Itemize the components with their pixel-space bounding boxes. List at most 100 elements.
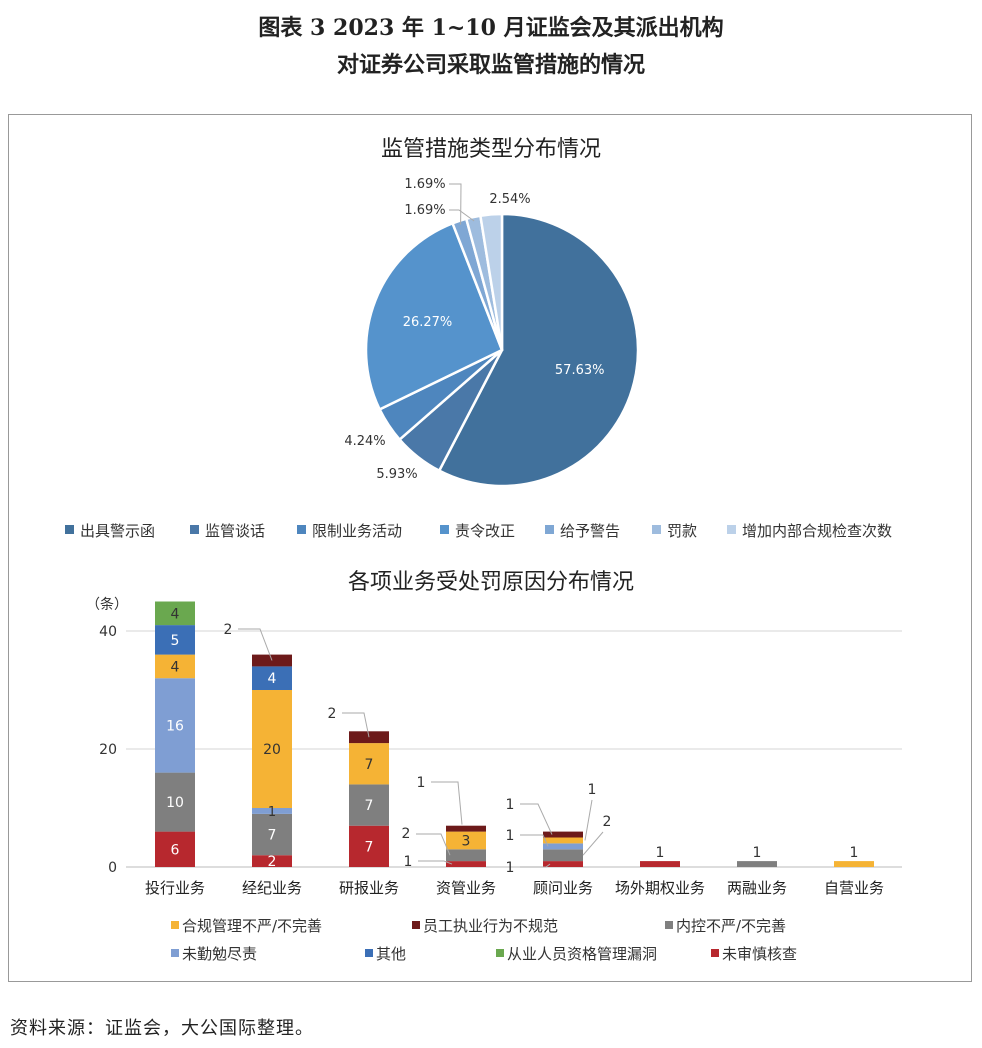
pie-leader-2	[449, 209, 475, 222]
bar-value-5-2: 2	[603, 814, 612, 830]
pie-legend-swatch-2	[190, 525, 199, 534]
bar-segment-5-4	[543, 837, 583, 844]
chart-frame	[8, 114, 972, 982]
pie-legend-label-6: 罚款	[667, 522, 697, 540]
bar-value-1-5: 5	[171, 633, 180, 649]
pie-legend-label-4: 责令改正	[455, 522, 515, 540]
bar-value-6-1: 1	[656, 845, 665, 861]
bar-value-2-7: 2	[224, 622, 233, 638]
bar-legend-label-2: 员工执业行为不规范	[423, 917, 558, 935]
bar-segment-4-1	[446, 861, 486, 867]
bar-legend-swatch-5	[365, 949, 373, 957]
bar-segment-1-5	[155, 625, 195, 655]
bar-legend-label-1: 合规管理不严/不完善	[182, 917, 322, 935]
bar-leader-5-1	[520, 863, 551, 868]
bar-segment-1-6	[155, 601, 195, 626]
pie-legend-label-7: 增加内部合规检查次数	[742, 522, 892, 540]
bar-segment-5-7	[543, 831, 583, 838]
bar-leader-5-2	[582, 831, 604, 856]
x-tick-1: 投行业务	[145, 879, 205, 897]
bar-value-5-4: 1	[588, 782, 597, 798]
y-tick-0: 0	[108, 860, 117, 876]
pie-slice-7	[478, 212, 504, 351]
bar-legend-swatch-3	[665, 921, 673, 929]
pie-legend-swatch-5	[545, 525, 554, 534]
bar-legend-label-4: 未勤勉尽责	[182, 945, 257, 963]
bar-value-1-3: 16	[166, 718, 184, 734]
bar-segment-2-2	[252, 813, 292, 856]
x-tick-8: 自营业务	[824, 879, 884, 897]
bar-value-1-6: 4	[171, 606, 180, 622]
bar-segment-6-1	[640, 861, 680, 867]
bar-value-8-4: 1	[850, 845, 859, 861]
pie-label-1: 57.63%	[555, 363, 605, 378]
bar-value-2-2: 7	[268, 828, 277, 844]
bar-value-4-4: 3	[462, 833, 471, 849]
bar-value-5-1: 1	[506, 860, 515, 876]
bar-value-1-2: 10	[166, 795, 184, 811]
bar-segment-3-4	[349, 743, 389, 785]
bar-legend-swatch-6	[496, 949, 504, 957]
pie-slice-1	[437, 212, 640, 488]
bar-value-2-5: 4	[268, 671, 277, 687]
bar-leader-2-7	[238, 628, 273, 661]
figure-title-line1: 图表 3 2023 年 1~10 月证监会及其派出机构	[258, 15, 724, 41]
pie-label-2: 5.93%	[376, 467, 417, 482]
pie-legend-swatch-3	[297, 525, 306, 534]
pie-legend-label-5: 给予警告	[560, 522, 620, 540]
bar-legend-label-5: 其他	[376, 945, 406, 963]
bar-legend-swatch-1	[171, 921, 179, 929]
bar-value-3-4: 7	[365, 757, 374, 773]
figure-title-line2: 对证券公司采取监管措施的情况	[336, 52, 645, 78]
bar-leader-4-1	[418, 860, 453, 865]
bar-segment-2-1	[252, 855, 292, 867]
pie-legend-swatch-1	[65, 525, 74, 534]
bar-segment-3-2	[349, 784, 389, 826]
bar-value-2-1: 2	[268, 854, 277, 870]
bar-segment-1-2	[155, 772, 195, 832]
pie-label-5: 1.69%	[404, 177, 445, 192]
x-tick-3: 研报业务	[339, 879, 399, 897]
bar-segment-5-1	[543, 861, 583, 867]
bar-chart-title: 各项业务受处罚原因分布情况	[347, 570, 634, 595]
x-tick-6: 场外期权业务	[615, 879, 705, 897]
bar-leader-4-2	[416, 833, 451, 856]
x-tick-5: 顾问业务	[533, 879, 593, 897]
bar-segment-8-4	[834, 861, 874, 867]
bar-value-2-3: 1	[268, 805, 276, 820]
bar-value-5-7: 1	[506, 797, 515, 813]
bar-value-7-2: 1	[753, 845, 762, 861]
y-tick-40: 40	[99, 624, 117, 640]
bar-segment-4-2	[446, 849, 486, 862]
pie-chart-title: 监管措施类型分布情况	[380, 137, 601, 162]
bar-legend-swatch-7	[711, 949, 719, 957]
bar-segment-5-3	[543, 843, 583, 850]
pie-legend-label-2: 监管谈话	[205, 522, 265, 540]
pie-label-4: 26.27%	[403, 315, 453, 330]
y-axis-label: （条）	[86, 596, 128, 613]
pie-label-3: 4.24%	[344, 434, 385, 449]
bar-value-1-4: 4	[171, 659, 180, 675]
bar-legend-label-7: 未审慎核查	[722, 945, 797, 963]
bar-value-3-7: 2	[328, 706, 337, 722]
x-tick-4: 资管业务	[436, 879, 496, 897]
y-tick-20: 20	[99, 742, 117, 758]
x-tick-7: 两融业务	[727, 879, 787, 897]
bar-value-3-2: 7	[365, 798, 374, 814]
pie-legend-swatch-6	[652, 525, 661, 534]
bar-segment-2-4	[252, 690, 292, 808]
bar-segment-2-5	[252, 666, 292, 690]
bar-legend-swatch-2	[412, 921, 420, 929]
bar-segment-7-2	[737, 861, 777, 867]
bar-value-4-2: 2	[402, 826, 411, 842]
bar-legend-label-3: 内控不严/不完善	[676, 917, 786, 935]
x-tick-2: 经纪业务	[242, 879, 302, 897]
pie-legend-label-1: 出具警示函	[80, 522, 155, 540]
bar-value-4-7: 1	[417, 775, 426, 791]
pie-legend-label-3: 限制业务活动	[312, 522, 402, 540]
bar-value-5-3: 1	[506, 828, 515, 844]
bar-value-4-1: 1	[404, 854, 413, 870]
bar-leader-4-7	[431, 781, 463, 825]
